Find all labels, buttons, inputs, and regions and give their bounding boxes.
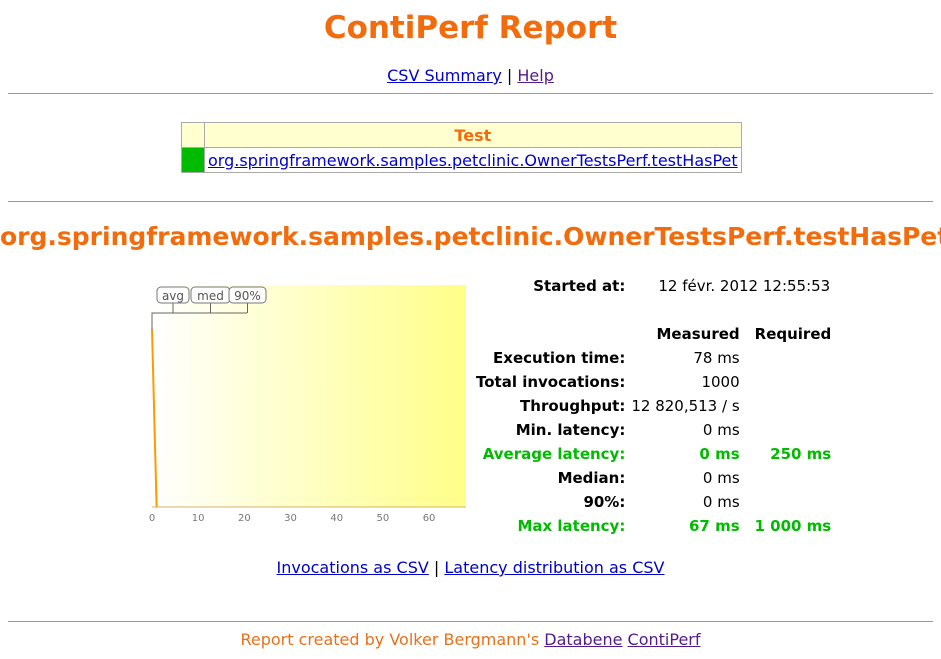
x-tick-label: 50: [377, 513, 390, 524]
stat-required: 250 ms: [770, 445, 832, 463]
stat-measured: 1000: [701, 373, 740, 391]
status-header: [181, 122, 205, 148]
marker-box: [228, 286, 267, 304]
stats-row: Total invocations: 1000: [473, 370, 834, 394]
test-title: org.springframework.samples.petclinic.Ow…: [0, 222, 941, 251]
latency-distribution-csv-link[interactable]: Latency distribution as CSV: [444, 558, 665, 577]
divider: [8, 621, 933, 622]
stat-required: [743, 346, 835, 370]
stat-label: Max latency:: [517, 517, 626, 535]
marker-label-med: med: [197, 289, 224, 303]
stat-label: Total invocations:: [476, 373, 626, 391]
stats-row: Execution time: 78 ms: [473, 346, 834, 370]
databene-link[interactable]: Databene: [544, 630, 623, 649]
stats-row: Throughput: 12 820,513 / s: [473, 394, 834, 418]
table-row: org.springframework.samples.petclinic.Ow…: [181, 147, 742, 173]
help-link[interactable]: Help: [517, 66, 554, 85]
stat-measured: 0 ms: [702, 469, 740, 487]
stat-required: [743, 466, 835, 490]
stat-measured: 0 ms: [702, 421, 740, 439]
started-label: Started at:: [533, 277, 626, 295]
separator: |: [506, 66, 513, 85]
footer-text: Report created by Volker Bergmann's: [240, 630, 545, 649]
stat-measured: 12 820,513 / s: [631, 397, 740, 415]
marker-bracket: [151, 312, 247, 330]
stats-row: Average latency: 0 ms 250 ms: [473, 442, 834, 466]
top-links: CSV Summary | Help: [0, 66, 941, 85]
x-tick-label: 60: [423, 513, 436, 524]
divider: [8, 201, 933, 202]
plot-area: [152, 285, 466, 507]
csv-summary-link[interactable]: CSV Summary: [387, 66, 502, 85]
stat-label: Min. latency:: [515, 421, 626, 439]
stats-row: Median: 0 ms: [473, 466, 834, 490]
stat-label: Throughput:: [520, 397, 626, 415]
x-tick-label: 10: [192, 513, 205, 524]
required-header: Required: [754, 325, 832, 343]
x-tick-label: 0: [149, 513, 155, 524]
footer: Report created by Volker Bergmann's Data…: [0, 630, 941, 649]
marker-box: [156, 286, 190, 304]
status-indicator: [181, 147, 205, 173]
started-value: 12 févr. 2012 12:55:53: [658, 277, 831, 295]
stats-row: Max latency: 67 ms 1 000 ms: [473, 514, 834, 538]
marker-label-90%: 90%: [234, 289, 261, 303]
separator: |: [433, 558, 440, 577]
x-tick-label: 40: [330, 513, 343, 524]
latency-chart: 0 10 20 30 40 50 60 avg med 90%: [149, 285, 466, 524]
stat-measured: 0 ms: [699, 445, 740, 463]
bottom-links: Invocations as CSV | Latency distributio…: [0, 558, 941, 577]
stat-label: 90%:: [583, 493, 626, 511]
page-title: ContiPerf Report: [323, 10, 618, 46]
stat-required: [743, 418, 835, 442]
stat-required: [743, 394, 835, 418]
stat-measured: 78 ms: [693, 349, 740, 367]
stat-required: 1 000 ms: [754, 517, 832, 535]
x-tick-label: 20: [238, 513, 251, 524]
test-table: Test org.springframework.samples.petclin…: [181, 122, 742, 173]
divider: [8, 93, 933, 94]
stat-label: Median:: [557, 469, 626, 487]
stat-label: Execution time:: [493, 349, 626, 367]
stats-row: 90%: 0 ms: [473, 490, 834, 514]
test-link[interactable]: org.springframework.samples.petclinic.Ow…: [208, 150, 738, 170]
series-line: [151, 329, 158, 508]
stat-label: Average latency:: [482, 445, 626, 463]
invocations-csv-link[interactable]: Invocations as CSV: [276, 558, 429, 577]
x-tick-label: 30: [284, 513, 297, 524]
measured-header: Measured: [656, 325, 740, 343]
stat-measured: 0 ms: [702, 493, 740, 511]
stat-measured: 67 ms: [688, 517, 740, 535]
test-header: Test: [204, 122, 742, 148]
marker-label-avg: avg: [162, 289, 184, 303]
stat-required: [743, 490, 835, 514]
stat-required: [743, 370, 835, 394]
contiperf-link[interactable]: ContiPerf: [627, 630, 701, 649]
stats-table: Started at: 12 févr. 2012 12:55:53 Measur…: [473, 274, 834, 538]
stats-row: Min. latency: 0 ms: [473, 418, 834, 442]
